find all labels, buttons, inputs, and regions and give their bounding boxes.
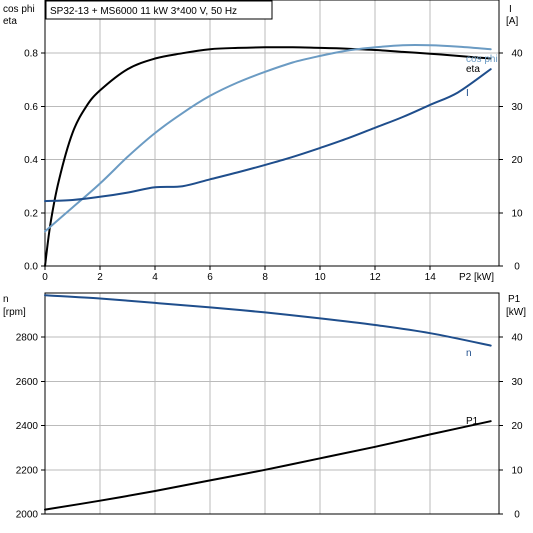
right-tick-label: 40 <box>511 333 523 344</box>
top-grid <box>45 0 499 266</box>
title-box <box>45 0 273 20</box>
series-label-current: I <box>466 88 469 99</box>
curve-n <box>44 294 492 347</box>
left-tick-label: 0.2 <box>24 208 38 219</box>
left-tick-label: 0.8 <box>24 49 38 60</box>
x-tick-label: 6 <box>207 272 213 283</box>
right-tick-label: 0 <box>514 510 520 521</box>
bottom-left-axis-label-2: [rpm] <box>3 307 26 318</box>
bottom-grid <box>45 293 499 514</box>
left-tick-label: 2200 <box>16 465 39 476</box>
series-label-cos-phi: cos phi <box>466 54 498 65</box>
curve-eta <box>44 46 492 267</box>
bottom-curves <box>44 294 492 511</box>
x-tick-label: 2 <box>97 272 103 283</box>
x-tick-label: 10 <box>315 272 327 283</box>
x-tick-label: 8 <box>262 272 268 283</box>
curve-cos-phi <box>44 44 492 233</box>
top-panel: SP32-13 + MS6000 11 kW 3*400 V, 50 Hz co… <box>3 0 523 283</box>
right-tick-label: 40 <box>511 49 523 60</box>
top-left-axis-ticks: 0.0 0.2 0.4 0.6 0.8 <box>24 49 45 273</box>
left-tick-label: 2400 <box>16 421 39 432</box>
curve-i <box>44 68 492 203</box>
top-right-axis-label-2: [A] <box>506 16 518 27</box>
top-right-axis-ticks: 0 10 20 30 40 <box>499 49 523 273</box>
x-tick-label: 12 <box>370 272 382 283</box>
left-tick-label: 2600 <box>16 377 39 388</box>
x-tick-label: 4 <box>152 272 158 283</box>
top-right-axis-label-1: I <box>509 4 512 15</box>
bottom-left-axis-label-1: n <box>3 294 9 305</box>
x-axis-ticks: 0 2 4 6 8 10 12 14 <box>42 266 436 283</box>
bottom-right-axis-label-1: P1 <box>508 294 521 305</box>
series-label-n: n <box>466 348 472 359</box>
bottom-right-axis-label-2: [kW] <box>506 307 526 318</box>
left-tick-label: 0.0 <box>24 262 38 273</box>
left-tick-label: 2000 <box>16 510 39 521</box>
right-tick-label: 20 <box>511 155 523 166</box>
x-axis-label: P2 [kW] <box>459 272 494 283</box>
right-tick-label: 10 <box>511 465 523 476</box>
right-tick-label: 30 <box>511 377 523 388</box>
chart-title: SP32-13 + MS6000 11 kW 3*400 V, 50 Hz <box>50 6 237 17</box>
right-tick-label: 0 <box>514 262 520 273</box>
top-left-axis-label-1: cos phi <box>3 4 35 15</box>
bottom-panel: n [rpm] P1 [kW] 2000 2200 2400 2600 2800 0 10… <box>3 292 526 521</box>
left-tick-label: 2800 <box>16 333 39 344</box>
right-tick-label: 10 <box>511 208 523 219</box>
series-label-p1: P1 <box>466 416 479 427</box>
x-tick-label: 14 <box>425 272 437 283</box>
bottom-left-axis-ticks: 2000 2200 2400 2600 2800 <box>16 333 45 521</box>
curve-p1 <box>44 420 492 511</box>
series-label-eta: eta <box>466 64 480 75</box>
left-tick-label: 0.6 <box>24 102 38 113</box>
x-tick-label: 0 <box>42 272 48 283</box>
right-tick-label: 30 <box>511 102 523 113</box>
top-left-axis-label-2: eta <box>3 16 17 27</box>
bottom-frame <box>44 292 500 515</box>
left-tick-label: 0.4 <box>24 155 38 166</box>
top-curves <box>44 44 492 267</box>
right-tick-label: 20 <box>511 421 523 432</box>
bottom-right-axis-ticks: 0 10 20 30 40 <box>499 333 523 521</box>
top-frame <box>44 0 500 267</box>
